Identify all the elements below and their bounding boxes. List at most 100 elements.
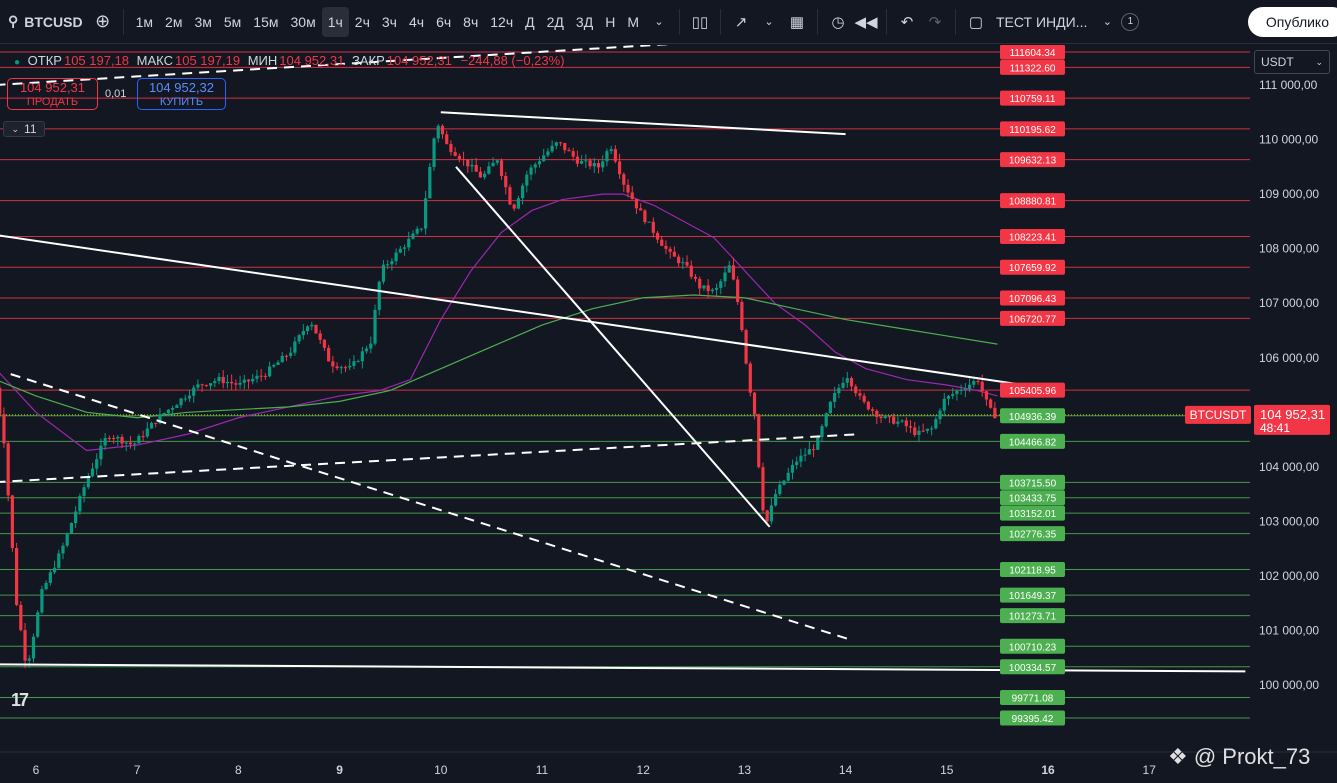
candle-body bbox=[757, 414, 761, 468]
candle-body bbox=[533, 164, 537, 168]
candle-body bbox=[508, 187, 512, 205]
chevron-down-icon[interactable]: ⌄ bbox=[764, 16, 774, 28]
level-label: 108223.41 bbox=[1009, 232, 1057, 243]
timeframe-button[interactable]: 3ч bbox=[381, 13, 397, 30]
level-label: 110195.62 bbox=[1009, 125, 1056, 136]
candle-body bbox=[192, 387, 196, 396]
candle-body bbox=[837, 387, 841, 394]
timeframe-button[interactable]: 1м bbox=[135, 13, 154, 30]
replay-icon[interactable]: ◀◀ bbox=[854, 13, 878, 31]
alert-icon[interactable]: ◷ bbox=[831, 13, 845, 31]
symbol-search[interactable]: ⚲ BTCUSD bbox=[0, 7, 89, 37]
candle-body bbox=[525, 174, 529, 186]
candle-body bbox=[428, 166, 432, 199]
timeframe-button[interactable]: 4ч bbox=[408, 13, 425, 30]
timeframe-button[interactable]: 6ч bbox=[436, 13, 452, 30]
candle-body bbox=[461, 159, 466, 161]
timeframe-button[interactable]: 15м bbox=[253, 13, 279, 30]
timeframe-button[interactable]: 3м bbox=[194, 13, 212, 30]
candle-body bbox=[883, 416, 887, 419]
candle-body bbox=[440, 125, 445, 135]
candle-body bbox=[402, 247, 407, 249]
candle-body bbox=[521, 185, 525, 199]
timeframe-button[interactable]: 30м bbox=[290, 13, 316, 30]
candle-body bbox=[478, 171, 483, 178]
timeframe-button[interactable]: 1ч bbox=[321, 6, 349, 37]
timeframe-button[interactable]: М bbox=[627, 13, 639, 30]
candle-body bbox=[120, 436, 124, 444]
timeframe-button[interactable]: 12ч bbox=[490, 13, 514, 30]
timeframe-button[interactable]: 8ч bbox=[463, 13, 479, 30]
level-label: 107096.43 bbox=[1009, 294, 1057, 305]
add-symbol-icon[interactable]: ⊕ bbox=[95, 11, 111, 31]
fullscreen-icon[interactable]: ▢ bbox=[968, 13, 984, 31]
candle-body bbox=[563, 142, 567, 151]
time-tick-label: 7 bbox=[134, 763, 141, 777]
sell-button[interactable]: 104 952,31 ПРОДАТЬ bbox=[7, 78, 98, 110]
candle-body bbox=[778, 484, 782, 495]
price-tick-label: 102 000,00 bbox=[1259, 569, 1319, 583]
candle-body bbox=[626, 184, 630, 193]
candle-body bbox=[415, 228, 419, 234]
candle-body bbox=[305, 326, 310, 332]
candle-body bbox=[984, 391, 989, 400]
timeframe-button[interactable]: Д bbox=[525, 13, 535, 30]
publish-button[interactable]: Опублико bbox=[1247, 7, 1337, 37]
candle-body bbox=[369, 343, 373, 349]
redo-icon[interactable]: ↷ bbox=[928, 13, 942, 31]
candle-body bbox=[951, 394, 955, 396]
candle-body bbox=[963, 389, 967, 391]
candle-body bbox=[322, 339, 327, 348]
candle-body bbox=[491, 162, 495, 167]
candle-body bbox=[0, 387, 2, 415]
candle-body bbox=[567, 150, 571, 152]
candle-body bbox=[23, 630, 27, 661]
tradingview-logo: 17 bbox=[11, 690, 29, 710]
candle-body bbox=[19, 604, 23, 631]
timeframe-button[interactable]: 5м bbox=[223, 13, 242, 30]
chevron-down-icon: ⌄ bbox=[11, 123, 20, 134]
symbol-badge-bg bbox=[1185, 405, 1251, 424]
sell-price: 104 952,31 bbox=[19, 80, 86, 95]
candle-body bbox=[862, 395, 866, 402]
candle-body bbox=[702, 285, 706, 289]
candle-body bbox=[799, 455, 803, 462]
template-name[interactable]: ТЕСТ ИНДИ... bbox=[995, 13, 1088, 30]
candle-body bbox=[196, 384, 200, 388]
timeframe-button[interactable]: 2ч bbox=[354, 13, 370, 30]
price-tick-label: 104 000,00 bbox=[1259, 460, 1319, 474]
candle-body bbox=[6, 443, 10, 496]
currency-select[interactable]: USDT ⌄ bbox=[1254, 50, 1330, 74]
layout-grid-icon[interactable]: ▦ bbox=[789, 13, 805, 31]
candle-body bbox=[731, 265, 736, 280]
candle-body bbox=[116, 436, 120, 439]
candle-body bbox=[213, 381, 217, 384]
timeframe-button[interactable]: 2м bbox=[165, 13, 183, 30]
indicators-toggle[interactable]: ⌄ 11 bbox=[3, 121, 45, 137]
candle-body bbox=[424, 198, 428, 229]
candle-body bbox=[967, 384, 972, 390]
candle-body bbox=[993, 407, 997, 419]
indicators-icon[interactable]: ↗ bbox=[734, 13, 748, 31]
candle-body bbox=[803, 454, 807, 456]
candle-body bbox=[44, 582, 48, 590]
candle-body bbox=[445, 134, 449, 144]
moving-average-line bbox=[0, 294, 998, 419]
timeframe-button[interactable]: Н bbox=[605, 13, 616, 30]
candle-body bbox=[221, 376, 225, 384]
candle-body bbox=[259, 375, 263, 377]
timeframe-button[interactable]: 3Д bbox=[575, 13, 594, 30]
candle-body bbox=[752, 392, 757, 415]
candle-body bbox=[550, 145, 554, 152]
chevron-down-icon[interactable]: ⌄ bbox=[1102, 16, 1112, 28]
candles-icon[interactable]: ▯▯ bbox=[691, 13, 709, 31]
chevron-down-icon[interactable]: ⌄ bbox=[654, 16, 664, 28]
high-label: МАКС bbox=[136, 53, 173, 68]
candle-body bbox=[854, 386, 858, 394]
buy-button[interactable]: 104 952,32 КУПИТЬ bbox=[137, 78, 226, 110]
undo-icon[interactable]: ↶ bbox=[900, 13, 914, 31]
price-chart[interactable]: 111 000,00 110 000,00 109 000,00 108 000,00… bbox=[0, 45, 1337, 783]
timeframe-button[interactable]: 2Д bbox=[546, 13, 564, 30]
candle-body bbox=[655, 232, 660, 240]
level-label: 104466.82 bbox=[1009, 437, 1057, 448]
